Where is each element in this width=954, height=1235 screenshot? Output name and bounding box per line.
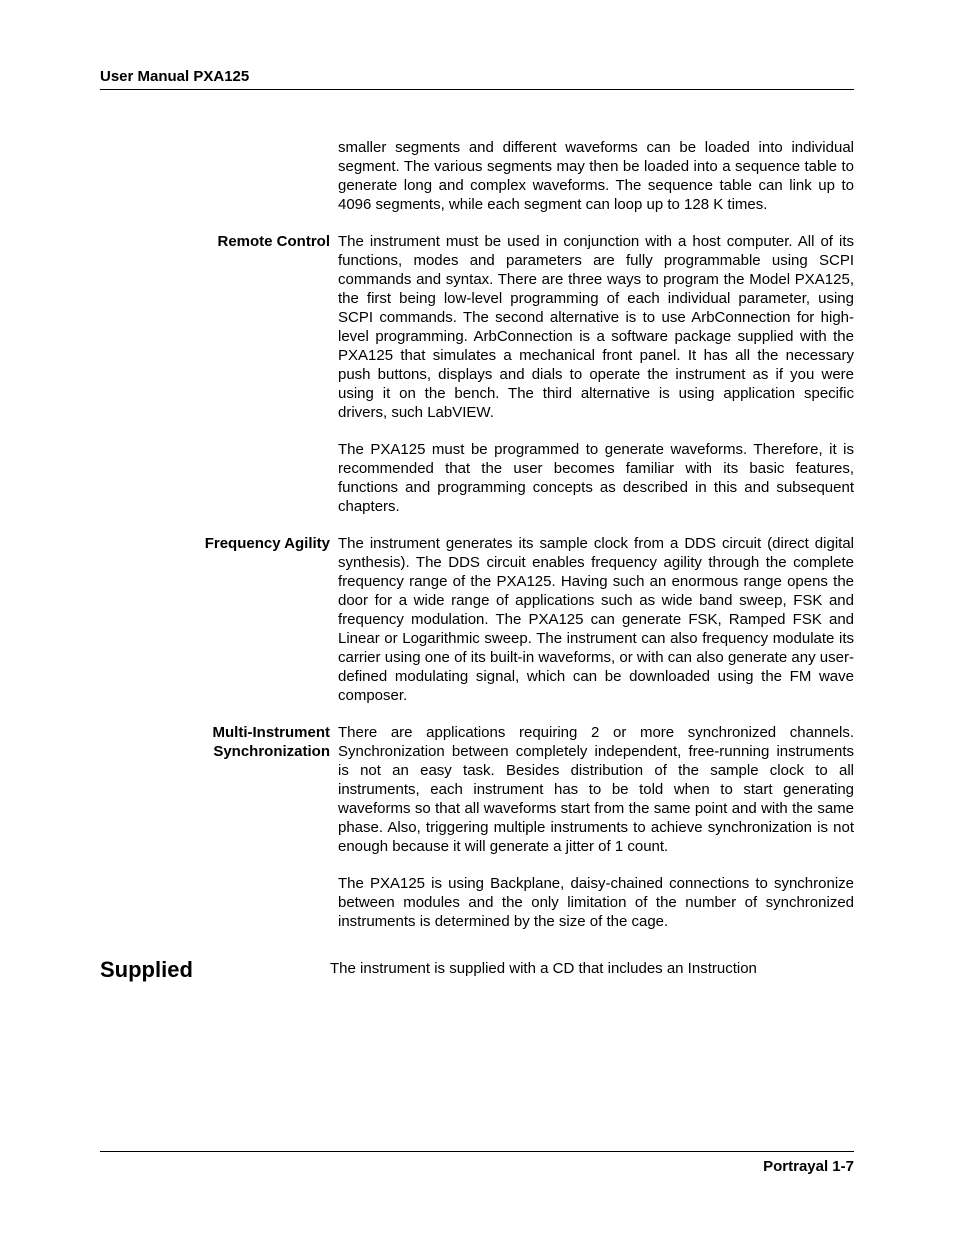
section-label-line2: Synchronization	[100, 742, 330, 761]
section-frequency-agility: Frequency Agility The instrument generat…	[100, 534, 854, 705]
content-area: smaller segments and different waveforms…	[100, 138, 854, 981]
section-label: Multi-Instrument Synchronization	[100, 723, 338, 931]
paragraph: The instrument generates its sample cloc…	[338, 534, 854, 705]
section-label: Frequency Agility	[100, 534, 338, 705]
paragraph: The PXA125 must be programmed to generat…	[338, 440, 854, 516]
paragraph: The instrument is supplied with a CD tha…	[330, 959, 854, 978]
paragraph: The PXA125 is using Backplane, daisy-cha…	[338, 874, 854, 931]
document-page: User Manual PXA125 smaller segments and …	[0, 0, 954, 1235]
section-supplied: Supplied The instrument is supplied with…	[100, 959, 854, 981]
supplied-heading: Supplied	[100, 959, 330, 981]
section-body: The instrument generates its sample cloc…	[338, 534, 854, 705]
section-body: There are applications requiring 2 or mo…	[338, 723, 854, 931]
paragraph: smaller segments and different waveforms…	[338, 138, 854, 214]
paragraph: The instrument must be used in conjuncti…	[338, 232, 854, 422]
header-title: User Manual PXA125	[100, 68, 249, 85]
page-footer: Portrayal 1-7	[100, 1151, 854, 1175]
section-intro-continuation: smaller segments and different waveforms…	[100, 138, 854, 214]
footer-text: Portrayal 1-7	[763, 1158, 854, 1175]
section-label-line1: Multi-Instrument	[100, 723, 330, 742]
page-header: User Manual PXA125	[100, 68, 854, 90]
paragraph: There are applications requiring 2 or mo…	[338, 723, 854, 856]
section-body: smaller segments and different waveforms…	[338, 138, 854, 214]
section-body: The instrument is supplied with a CD tha…	[330, 959, 854, 981]
section-label	[100, 138, 338, 214]
section-multi-instrument: Multi-Instrument Synchronization There a…	[100, 723, 854, 931]
section-remote-control: Remote Control The instrument must be us…	[100, 232, 854, 516]
section-label: Remote Control	[100, 232, 338, 516]
section-body: The instrument must be used in conjuncti…	[338, 232, 854, 516]
